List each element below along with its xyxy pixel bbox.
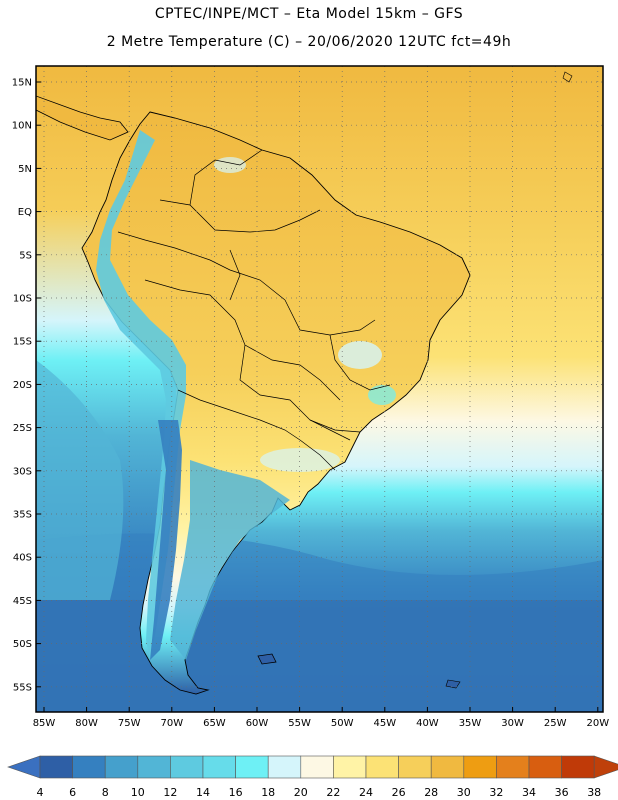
colorbar-cell [463, 755, 497, 779]
colorbar-cell [398, 755, 432, 779]
colorbar-cell [72, 755, 106, 779]
colorbar-below-arrow [7, 755, 41, 779]
lon-label: 35W [459, 718, 482, 729]
map-subtitle: 2 Metre Temperature (C) – 20/06/2020 12U… [106, 34, 512, 50]
colorbar-label: 28 [424, 786, 438, 799]
colorbar-above-arrow [593, 755, 618, 779]
lon-label: 55W [288, 718, 311, 729]
lon-label: 75W [118, 718, 141, 729]
lon-label: 80W [75, 718, 98, 729]
lat-label: 10S [13, 294, 32, 305]
lon-label: 50W [331, 718, 354, 729]
lat-label: 5S [19, 250, 32, 261]
colorbar-label: 8 [102, 786, 109, 799]
map-field [36, 66, 603, 712]
colorbar-cell [170, 755, 204, 779]
colorbar-cell [235, 755, 269, 779]
colorbar-label: 24 [359, 786, 373, 799]
colorbar-label: 32 [489, 786, 503, 799]
map-frame [35, 65, 604, 713]
colorbar-cell [104, 755, 139, 779]
longitude-labels: 85W 80W 75W 70W 65W 60W 55W 50W 45W 40W 35W 30W 25W 2… [33, 707, 609, 729]
lon-label: 45W [373, 718, 396, 729]
colorbar-label: 14 [196, 786, 210, 799]
colorbar-cell [528, 755, 562, 779]
colorbar-label: 26 [392, 786, 406, 799]
lat-label: 30S [13, 466, 32, 477]
lon-label: 30W [501, 718, 524, 729]
lat-label: 15N [12, 78, 32, 89]
colorbar-label: 12 [163, 786, 177, 799]
colorbar-cell [202, 755, 236, 779]
lat-label: 20S [13, 380, 32, 391]
colorbar-cell [300, 755, 334, 779]
lon-label: 85W [33, 718, 56, 729]
colorbar-cell [365, 755, 399, 779]
colorbar-label: 22 [326, 786, 340, 799]
colorbar-cell [561, 755, 595, 779]
lat-label: 10N [12, 121, 32, 132]
lat-label: 50S [13, 639, 32, 650]
colorbar: 4 6 8 10 12 14 16 18 20 22 24 26 28 30 32 34 36 38 [7, 755, 618, 799]
colorbar-cell [430, 755, 465, 779]
colorbar-label: 34 [522, 786, 536, 799]
central-america [36, 95, 129, 141]
colorbar-cell [496, 755, 530, 779]
colorbar-label: 38 [587, 786, 601, 799]
lat-label: 55S [13, 682, 32, 693]
latitude-labels: 15N 10N 5N EQ 5S 10S 15S 20S 25S 30S 35S 40S 45S 50S 5… [12, 78, 41, 693]
colorbar-label: 4 [37, 786, 44, 799]
colorbar-label: 16 [229, 786, 243, 799]
colorbar-label: 18 [261, 786, 275, 799]
lon-label: 20W [586, 718, 609, 729]
colorbar-label: 10 [131, 786, 145, 799]
lon-label: 25W [544, 718, 567, 729]
lat-label: EQ [18, 207, 32, 218]
colorbar-label: 6 [69, 786, 76, 799]
colorbar-label: 36 [555, 786, 569, 799]
country-borders [117, 149, 391, 471]
lat-label: 25S [13, 423, 32, 434]
colorbar-cell [39, 755, 73, 779]
lat-label: 45S [13, 596, 32, 607]
colorbar-label: 30 [457, 786, 471, 799]
lon-label: 65W [203, 718, 226, 729]
colorbar-cell [333, 755, 367, 779]
lon-label: 60W [246, 718, 269, 729]
map-title: CPTEC/INPE/MCT – Eta Model 15km – GFS [154, 6, 464, 22]
colorbar-cell [137, 755, 171, 779]
temperature-map: 15N 10N 5N EQ 5S 10S 15S 20S 25S 30S 35S 40S 45S 50S 5… [12, 65, 609, 729]
lat-label: 40S [13, 553, 32, 564]
lat-label: 15S [13, 337, 32, 348]
colorbar-label: 20 [294, 786, 308, 799]
lon-label: 70W [160, 718, 183, 729]
lon-label: 40W [416, 718, 439, 729]
colorbar-cell [267, 755, 302, 779]
lat-label: 35S [13, 510, 32, 521]
lat-label: 5N [18, 164, 32, 175]
